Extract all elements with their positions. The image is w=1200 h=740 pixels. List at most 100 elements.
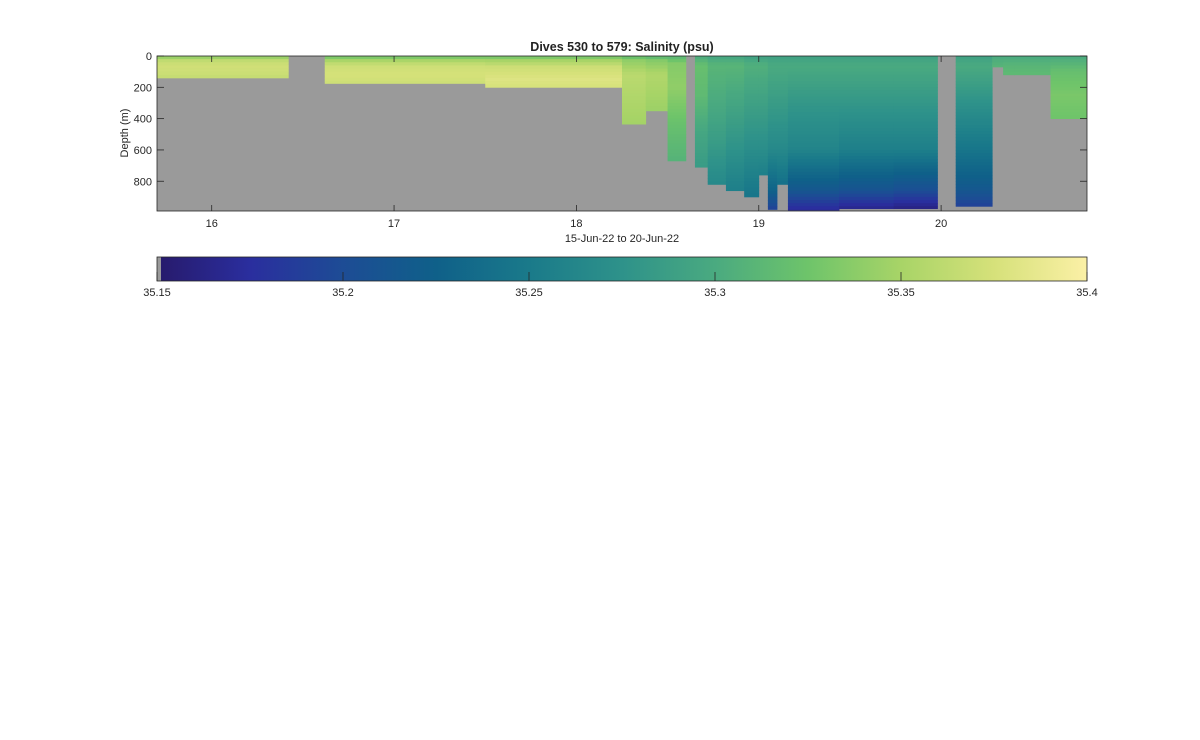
- heatmap-cell: [893, 93, 938, 98]
- heatmap-cell: [725, 93, 745, 98]
- heatmap-cell: [767, 178, 778, 182]
- heatmap-cell: [622, 62, 647, 66]
- heatmap-cell: [324, 81, 486, 84]
- heatmap-cell: [758, 121, 769, 126]
- heatmap-cell: [707, 112, 727, 116]
- heatmap-cell: [744, 178, 760, 182]
- heatmap-cell: [485, 81, 623, 85]
- heatmap-cell: [622, 81, 647, 85]
- heatmap-cell: [955, 96, 993, 101]
- heatmap-cell: [707, 99, 727, 104]
- heatmap-cell: [767, 96, 778, 101]
- heatmap-cell: [839, 115, 895, 120]
- heatmap-cell: [777, 149, 789, 154]
- heatmap-cell: [157, 68, 289, 73]
- heatmap-cell: [744, 159, 760, 163]
- heatmap-cell: [777, 137, 789, 141]
- heatmap-cell: [767, 65, 778, 69]
- heatmap-cell: [777, 171, 789, 176]
- heatmap-cell: [767, 140, 778, 145]
- heatmap-cell: [839, 143, 895, 148]
- heatmap-cell: [787, 200, 840, 204]
- heatmap-cell: [839, 206, 895, 210]
- heatmap-cell: [767, 174, 778, 179]
- heatmap-cell: [1050, 77, 1087, 82]
- heatmap-cell: [645, 68, 668, 73]
- heatmap-cell: [707, 109, 727, 113]
- heatmap-cell: [622, 68, 647, 73]
- heatmap-cell: [622, 93, 647, 98]
- heatmap-cell: [758, 168, 769, 173]
- heatmap-cell: [725, 159, 745, 163]
- heatmap-cell: [839, 81, 895, 85]
- heatmap-cell: [744, 153, 760, 157]
- heatmap-cell: [1050, 93, 1087, 98]
- heatmap-cell: [787, 112, 840, 116]
- heatmap-cell: [707, 102, 727, 107]
- heatmap-cell: [955, 81, 993, 85]
- heatmap-cell: [744, 168, 760, 173]
- heatmap-cell: [787, 187, 840, 192]
- heatmap-cell: [839, 146, 895, 151]
- heatmap-cell: [1050, 90, 1087, 94]
- heatmap-cell: [893, 102, 938, 107]
- heatmap-cell: [694, 59, 709, 63]
- y-axis: 0 200 400 600 800: [134, 51, 1087, 188]
- heatmap-cell: [893, 159, 938, 163]
- heatmap-cell: [707, 71, 727, 76]
- heatmap-cell: [955, 128, 993, 132]
- heatmap-cell: [324, 62, 486, 66]
- heatmap-cell: [955, 193, 993, 198]
- heatmap-cell: [744, 184, 760, 188]
- heatmap-cell: [767, 121, 778, 126]
- heatmap-cell: [622, 109, 647, 113]
- heatmap-cell: [758, 77, 769, 82]
- heatmap-cell: [893, 187, 938, 192]
- heatmap-cell: [485, 68, 623, 73]
- heatmap-cell: [777, 106, 789, 110]
- heatmap-cell: [758, 96, 769, 101]
- heatmap-cell: [787, 181, 840, 185]
- heatmap-cell: [767, 149, 778, 154]
- heatmap-cell: [787, 159, 840, 163]
- heatmap-cell: [893, 134, 938, 138]
- heatmap-cell: [955, 187, 993, 192]
- heatmap-cell: [725, 106, 745, 110]
- heatmap-cell: [955, 93, 993, 98]
- heatmap-cell: [694, 56, 709, 60]
- heatmap-cell: [767, 62, 778, 66]
- heatmap-cell: [1050, 102, 1087, 107]
- heatmap-cell: [485, 71, 623, 76]
- heatmap-cell: [707, 140, 727, 145]
- heatmap-cell: [839, 102, 895, 107]
- heatmap-cell: [767, 106, 778, 110]
- heatmap-cell: [787, 206, 840, 210]
- heatmap-cell: [777, 87, 789, 91]
- heatmap-cell: [777, 143, 789, 148]
- heatmap-cell: [839, 181, 895, 185]
- heatmap-cell: [725, 134, 745, 138]
- heatmap-cell: [707, 124, 727, 129]
- heatmap-cell: [777, 77, 789, 82]
- heatmap-cell: [839, 149, 895, 154]
- heatmap-cell: [787, 90, 840, 94]
- heatmap-cell: [758, 109, 769, 113]
- heatmap-cell: [1014, 56, 1051, 60]
- heatmap-cell: [893, 143, 938, 148]
- heatmap-cell: [767, 115, 778, 120]
- heatmap-cell: [725, 65, 745, 69]
- heatmap-cell: [767, 112, 778, 116]
- heatmap-cell: [758, 149, 769, 154]
- heatmap-cell: [767, 81, 778, 85]
- heatmap-cell: [777, 128, 789, 132]
- heatmap-cell: [777, 131, 789, 135]
- heatmap-cell: [758, 62, 769, 66]
- heatmap-cell: [893, 115, 938, 120]
- heatmap-cell: [767, 153, 778, 157]
- heatmap-cell: [622, 56, 647, 60]
- heatmap-cell: [725, 171, 745, 176]
- heatmap-cell: [767, 109, 778, 113]
- heatmap-cell: [839, 121, 895, 126]
- heatmap-cell: [893, 106, 938, 110]
- heatmap-cell: [893, 149, 938, 154]
